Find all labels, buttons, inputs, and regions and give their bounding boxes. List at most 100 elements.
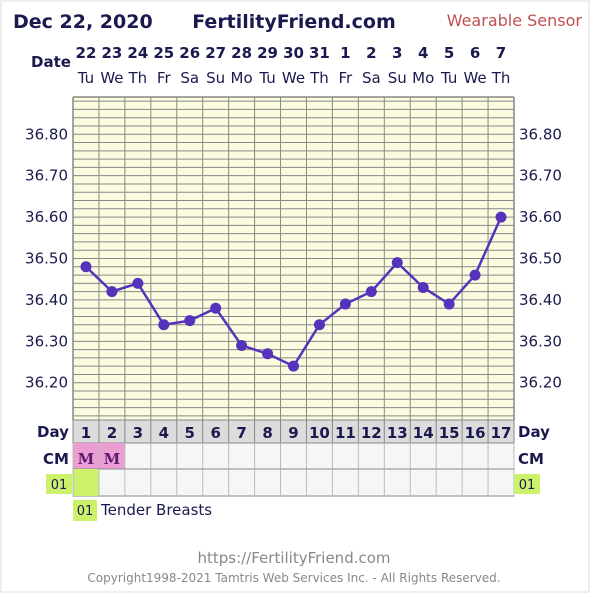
- temperature-point: [106, 286, 118, 298]
- date-label: 23: [101, 44, 122, 62]
- symptom-code-left-badge: [46, 474, 72, 494]
- temperature-point: [391, 257, 403, 269]
- date-label: 1: [340, 44, 350, 62]
- y-axis-ticks: 36.80 36.80 36.70 36.70 36.60 36.60 36.50 36.50…: [25, 125, 562, 391]
- date-label: 29: [257, 44, 278, 62]
- day-number: 1: [81, 424, 91, 442]
- legend-code: 01: [77, 504, 94, 519]
- date-label: 26: [179, 44, 200, 62]
- y-tick-left: 36.60: [25, 208, 68, 226]
- weekday-label: Su: [388, 69, 407, 87]
- cm-cell-highlight: [73, 443, 99, 469]
- date-label: 30: [283, 44, 304, 62]
- temperature-point: [443, 298, 455, 310]
- date-label: 25: [153, 44, 174, 62]
- weekday-label: Mo: [231, 69, 253, 87]
- day-number: 17: [491, 424, 512, 442]
- y-tick-left: 36.50: [25, 250, 68, 268]
- footer-copyright: Copyright1998-2021 Tamtris Web Services …: [87, 571, 500, 585]
- day-number: 14: [413, 424, 434, 442]
- weekday-label: We: [463, 69, 486, 87]
- day-number-strip: 1 2 3 4 5 6 7 8 9 10 11 12 13 14 15 16 17: [72, 419, 515, 444]
- footer-url[interactable]: https://FertilityFriend.com: [197, 549, 390, 567]
- cm-value: M: [104, 450, 121, 468]
- weekday-label: We: [282, 69, 305, 87]
- date-label: 2: [366, 44, 376, 62]
- day-number: 12: [361, 424, 382, 442]
- weekday-label: Th: [309, 69, 329, 87]
- y-tick-left: 36.80: [25, 125, 68, 143]
- date-header-row: 22 23 24 25 26 27 28 29 30 31 1 2 3 4 5 6 7Tu We Th Fr Sa Su M…: [76, 44, 511, 87]
- cm-cell-highlight: [98, 443, 125, 469]
- day-number: 2: [107, 424, 117, 442]
- symptom-code-right-badge: [514, 474, 540, 494]
- day-row-label-right: Day: [518, 423, 550, 441]
- temperature-point: [288, 360, 299, 372]
- outer-frame: [0, 0, 590, 593]
- cm-row-background: [72, 442, 515, 470]
- day-number: 6: [210, 424, 220, 442]
- date-label: 28: [231, 44, 252, 62]
- temperature-point: [313, 319, 325, 331]
- y-tick-right: 36.80: [519, 125, 562, 143]
- weekday-label: Sa: [362, 69, 381, 87]
- y-tick-left: 36.20: [25, 374, 68, 392]
- weekday-label: Mo: [412, 69, 434, 87]
- legend-code-badge: [73, 500, 97, 521]
- y-tick-right: 36.30: [519, 332, 562, 350]
- date-label: 6: [470, 44, 480, 62]
- cm-row-label-right: CM: [518, 450, 544, 468]
- symptom-code-left: 01: [51, 478, 68, 493]
- day-number: 4: [159, 424, 169, 442]
- temperature-point: [236, 339, 248, 351]
- weekday-label: Tu: [440, 69, 457, 87]
- temperature-point: [184, 315, 196, 327]
- temperature-point: [469, 269, 481, 281]
- chart-date: Dec 22, 2020: [13, 11, 153, 33]
- temperature-point: [339, 298, 351, 310]
- sensor-label: Wearable Sensor: [447, 11, 583, 30]
- temperature-point: [80, 261, 92, 273]
- day-number: 13: [387, 424, 408, 442]
- temperature-series: [80, 211, 507, 372]
- day-row-label-left: Day: [37, 423, 69, 441]
- date-label: 5: [444, 44, 454, 62]
- weekday-label: Fr: [157, 69, 172, 87]
- day-number: 5: [185, 424, 195, 442]
- date-label: 31: [309, 44, 330, 62]
- y-tick-right: 36.50: [519, 250, 562, 268]
- y-tick-right: 36.60: [519, 208, 562, 226]
- weekday-label: Tu: [258, 69, 275, 87]
- temperature-point: [210, 302, 222, 314]
- temperature-point: [495, 211, 507, 223]
- y-tick-right: 36.20: [519, 374, 562, 392]
- day-number: 9: [288, 424, 298, 442]
- y-tick-left: 36.70: [25, 167, 68, 185]
- weekday-label: Su: [206, 69, 225, 87]
- date-label: 7: [496, 44, 506, 62]
- temperature-point: [132, 277, 144, 289]
- weekday-label: Sa: [180, 69, 199, 87]
- cm-row-label-left: CM: [43, 450, 69, 468]
- y-tick-left: 36.40: [25, 291, 68, 309]
- cm-value: M: [78, 450, 95, 468]
- legend-text: Tender Breasts: [100, 501, 212, 519]
- day-number: 15: [439, 424, 460, 442]
- day-number: 7: [236, 424, 246, 442]
- y-tick-right: 36.40: [519, 291, 562, 309]
- temperature-point: [158, 319, 170, 331]
- weekday-label: Th: [491, 69, 511, 87]
- symptom-row: [72, 468, 515, 497]
- symptom-row-background: [72, 468, 515, 497]
- day-number: 3: [133, 424, 143, 442]
- weekday-label: Fr: [339, 69, 354, 87]
- date-label: 27: [205, 44, 226, 62]
- day-number: 8: [262, 424, 272, 442]
- symptom-code-right: 01: [519, 478, 536, 493]
- date-label: 3: [392, 44, 402, 62]
- plot-grid: [72, 96, 515, 420]
- date-label: 22: [76, 44, 97, 62]
- weekday-label: Tu: [77, 69, 94, 87]
